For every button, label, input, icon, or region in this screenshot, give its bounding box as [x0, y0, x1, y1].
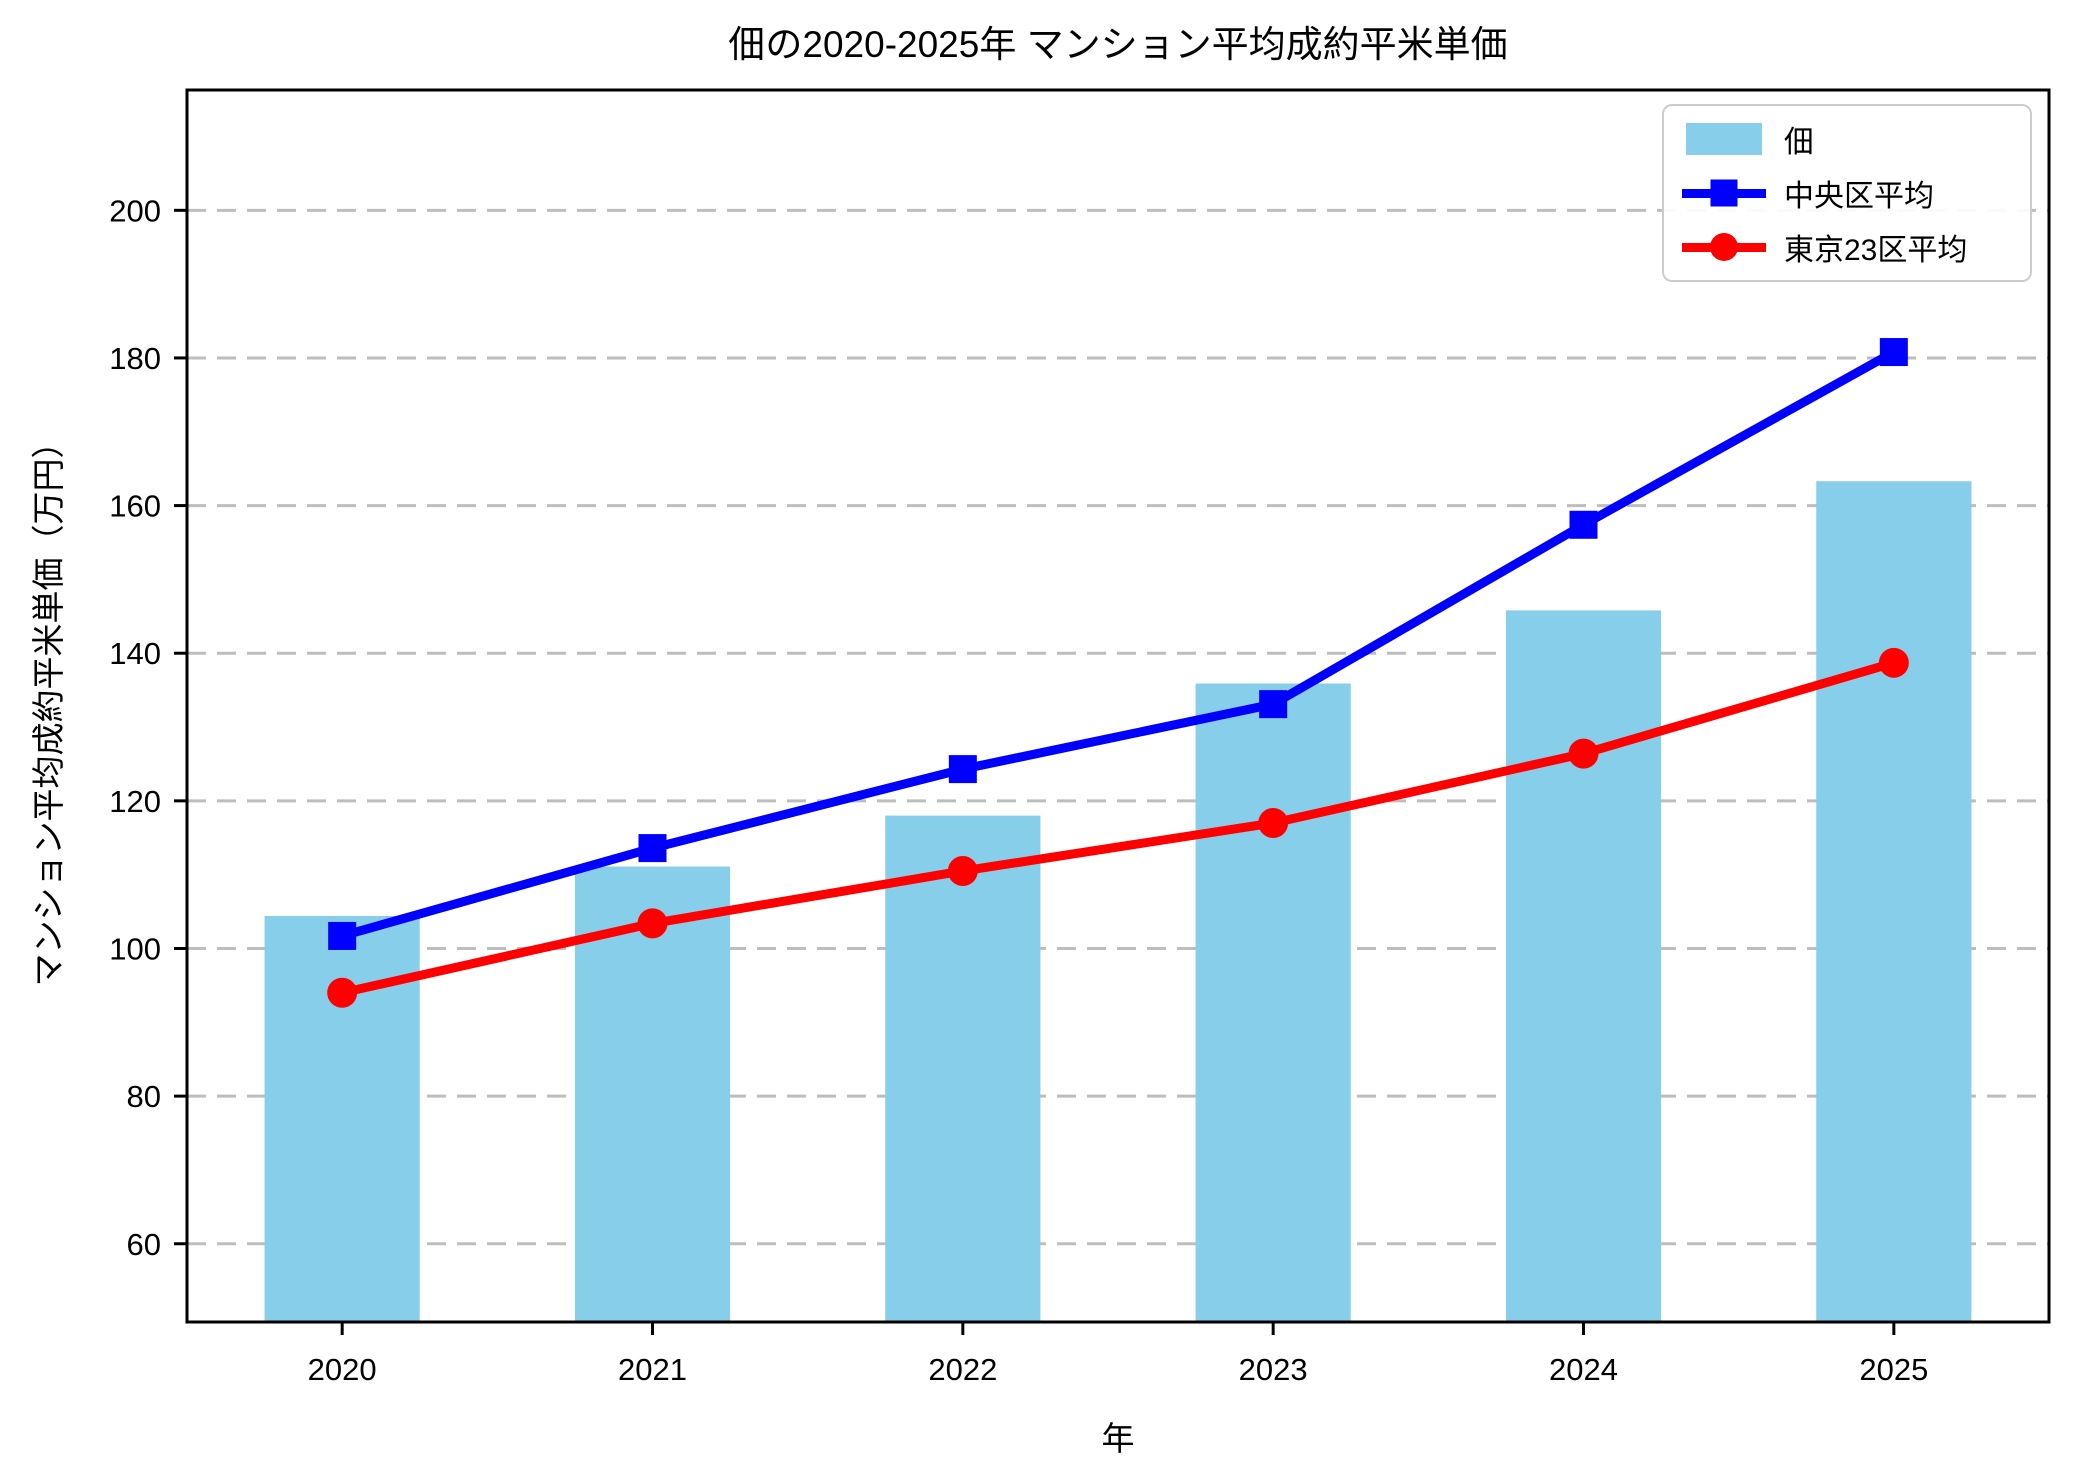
- legend-swatch-line-blue: [1664, 173, 1784, 213]
- y-tick-label: 80: [127, 1079, 161, 1114]
- y-tick-label: 180: [109, 341, 161, 376]
- x-tick-label: 2022: [928, 1352, 997, 1387]
- x-axis-label: 年: [1101, 1420, 1135, 1457]
- x-tick-label: 2020: [308, 1352, 377, 1387]
- circle-marker-icon: [1710, 233, 1738, 261]
- y-tick-label: 160: [109, 489, 161, 524]
- circle-marker-icon: [1258, 807, 1289, 838]
- legend-swatch-bar: [1664, 119, 1784, 159]
- blue-line-icon: [1682, 179, 1766, 207]
- legend-swatch-line-red: [1664, 227, 1784, 267]
- gridlines-group: [187, 208, 2049, 1246]
- bar-patch-icon: [1686, 123, 1762, 155]
- square-marker-icon: [948, 755, 977, 784]
- y-tick-label: 200: [109, 193, 161, 228]
- circle-marker-icon: [1878, 647, 1909, 678]
- ticks-group: 60 80 100 120 140 160 180 200 2020 2021 2022 2023 20…: [109, 193, 1928, 1387]
- x-tick-label: 2024: [1549, 1352, 1618, 1387]
- y-tick-label: 60: [127, 1227, 161, 1262]
- plot-frame: [185, 88, 2051, 1324]
- line-series-circle: [327, 647, 1909, 1008]
- chart-title: 佃の2020-2025年 マンション平均成約平米単価: [728, 24, 1508, 65]
- red-line-icon: [1682, 233, 1766, 261]
- square-marker-icon: [1569, 510, 1598, 539]
- square-marker-icon: [1710, 179, 1738, 207]
- y-axis-label: マンション平均成約平米単価（万円）: [30, 425, 67, 987]
- x-tick-label: 2021: [618, 1352, 687, 1387]
- bar-2023: [1195, 683, 1351, 1322]
- y-tick-label: 100: [109, 931, 161, 966]
- line-series-square: [328, 338, 1908, 950]
- legend-label: 佃: [1784, 126, 1814, 159]
- bar-2022: [885, 815, 1041, 1322]
- circle-marker-icon: [1568, 738, 1599, 769]
- square-marker-icon: [328, 921, 357, 950]
- circle-marker-icon: [947, 855, 978, 886]
- bar-2024: [1505, 610, 1662, 1322]
- legend-item-bar: 佃: [1664, 117, 2030, 161]
- legend: 佃 中央区平均 東京23区平均: [1662, 104, 2032, 282]
- y-tick-label: 140: [109, 636, 161, 671]
- legend-item-line-blue: 中央区平均: [1664, 171, 2030, 215]
- square-marker-icon: [638, 834, 667, 863]
- line-path: [337, 347, 1899, 941]
- square-marker-icon: [1879, 338, 1908, 367]
- legend-label: 東京23区平均: [1784, 234, 1968, 267]
- line-path: [337, 658, 1899, 998]
- x-tick-label: 2023: [1239, 1352, 1308, 1387]
- y-tick-label: 120: [109, 784, 161, 819]
- circle-marker-icon: [327, 977, 358, 1008]
- circle-marker-icon: [637, 908, 668, 939]
- square-marker-icon: [1259, 690, 1288, 719]
- bar-2025: [1816, 481, 1972, 1322]
- bars-group: [264, 481, 1972, 1322]
- x-tick-label: 2025: [1859, 1352, 1928, 1387]
- legend-item-line-red: 東京23区平均: [1664, 225, 2030, 269]
- legend-label: 中央区平均: [1784, 180, 1934, 213]
- bar-2021: [574, 866, 731, 1322]
